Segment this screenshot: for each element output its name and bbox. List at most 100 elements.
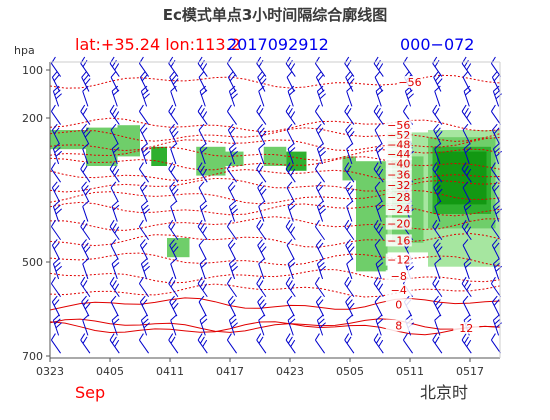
wind-barb-feather: [81, 71, 87, 78]
wind-barb-feather: [199, 336, 205, 344]
wind-barb: [111, 314, 120, 336]
wind-barb-feather: [290, 283, 296, 291]
contour-label-bg: [385, 284, 412, 297]
wind-barb: [285, 219, 296, 241]
wind-barb-feather: [287, 223, 293, 231]
wind-barb-feather: [466, 111, 472, 119]
wind-barb-feather: [226, 104, 232, 112]
wind-barb-feather: [493, 242, 500, 250]
wind-barb-staff: [170, 91, 177, 107]
wind-barb: [170, 314, 177, 336]
wind-barb-feather: [434, 280, 440, 288]
wind-barb-feather: [258, 85, 265, 92]
wind-barb-feather: [493, 85, 500, 92]
wind-barb-feather: [373, 219, 379, 227]
wind-barb-feather: [258, 143, 265, 150]
x-tick-label: 0417: [216, 365, 244, 378]
wind-barb-feather: [463, 200, 471, 207]
wind-barb-feather: [171, 74, 177, 82]
wind-barb: [315, 239, 325, 260]
wind-barb-staff: [51, 283, 61, 298]
wind-barb-feather: [114, 339, 120, 347]
temperature-contours: [49, 74, 501, 336]
wind-barb-feather: [285, 219, 291, 227]
location-label: lat:+35.24 lon:113.2: [75, 35, 241, 54]
wind-barb-staff: [375, 320, 382, 336]
wind-barb-feather: [434, 314, 441, 321]
wind-barb: [286, 239, 295, 260]
wind-barb-feather: [347, 299, 353, 306]
wind-barb-feather: [463, 280, 469, 288]
wind-barb-feather: [80, 162, 86, 170]
wind-barb: [287, 200, 296, 222]
wind-barb-feather: [141, 314, 148, 321]
wind-barb-staff: [168, 111, 179, 125]
wind-barb-staff: [227, 283, 237, 298]
wind-barb-staff: [227, 63, 237, 77]
wind-barb-staff: [139, 339, 149, 354]
temperature-contour-line: [49, 201, 501, 217]
wind-barb-feather: [318, 204, 325, 211]
x-tick-label: 0423: [276, 365, 304, 378]
wind-barb-staff: [491, 168, 501, 183]
wind-barb-feather: [168, 219, 174, 227]
wind-barb-feather: [202, 339, 208, 347]
wind-barb: [170, 143, 177, 165]
wind-barb-staff: [168, 339, 179, 354]
y-tick-label: 500: [22, 256, 43, 269]
wind-barb-feather: [285, 162, 291, 170]
temperature-contour-line: [49, 318, 501, 333]
wind-barb: [228, 85, 238, 107]
x-tick-label: 0517: [456, 365, 484, 378]
wind-barb-feather: [462, 181, 469, 188]
wind-barb: [227, 123, 237, 145]
wind-barb-feather: [317, 258, 324, 265]
wind-barb-feather: [55, 265, 62, 272]
wind-barb-feather: [463, 314, 471, 321]
wind-barb-feather: [111, 85, 119, 92]
wind-barb-feather: [344, 162, 350, 170]
wind-barb-feather: [494, 204, 501, 211]
wind-barb-feather: [345, 71, 351, 78]
wind-barb-staff: [139, 77, 149, 92]
wind-barb: [257, 181, 267, 203]
wind-barb-feather: [315, 181, 322, 188]
wind-barb-feather: [317, 200, 324, 207]
wind-barb-staff: [80, 339, 91, 354]
contour-label: −28: [387, 191, 410, 204]
wind-barb: [314, 162, 325, 183]
wind-barb-feather: [256, 104, 262, 112]
wind-barb-staff: [82, 91, 89, 107]
wind-barb-feather: [199, 59, 205, 67]
wind-barb-staff: [82, 320, 89, 336]
wind-barb-staff: [287, 320, 294, 336]
wind-barb-feather: [287, 280, 293, 288]
wind-barb-staff: [51, 245, 61, 260]
wind-barb: [315, 181, 325, 203]
wind-barb-feather: [287, 85, 295, 92]
wind-barb-feather: [82, 85, 89, 92]
wind-barb-feather: [286, 71, 293, 78]
wind-barb-feather: [436, 78, 443, 85]
wind-barb-feather: [462, 239, 469, 246]
wind-barb-feather: [466, 339, 472, 347]
wind-barb-feather: [433, 239, 439, 246]
wind-barb-feather: [201, 262, 208, 268]
wind-barb: [375, 200, 384, 222]
wind-barb-feather: [346, 200, 353, 207]
wind-barb-feather: [346, 258, 353, 265]
wind-barb-feather: [465, 204, 472, 211]
wind-barb-feather: [110, 71, 117, 78]
contour-label: 8: [395, 319, 402, 332]
wind-barb-feather: [318, 262, 325, 268]
contour-label-bg: [385, 270, 412, 283]
wind-barb-feather: [54, 89, 61, 96]
wind-barb: [463, 85, 472, 107]
wind-barb-feather: [142, 318, 149, 325]
wind-barb-feather: [197, 219, 203, 227]
wind-barb-staff: [403, 339, 413, 354]
wind-barb-feather: [51, 295, 58, 303]
wind-barb-feather: [82, 143, 89, 150]
wind-barb: [82, 143, 89, 165]
wind-barb: [139, 295, 149, 317]
